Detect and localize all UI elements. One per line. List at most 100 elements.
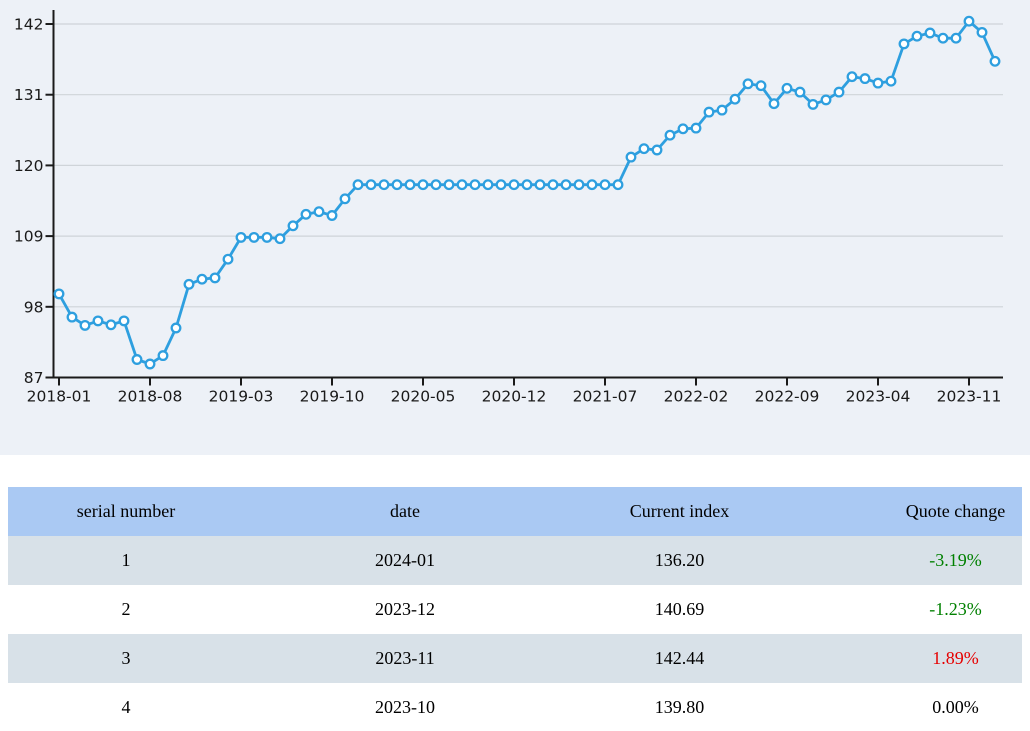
data-point-marker bbox=[560, 179, 572, 191]
serial-number-cell: 1 bbox=[121, 550, 131, 570]
data-point-marker bbox=[963, 15, 975, 27]
quote-change-cell: -3.19% bbox=[929, 550, 982, 570]
data-point-marker bbox=[768, 98, 780, 110]
data-point-marker bbox=[521, 179, 533, 191]
data-point-marker bbox=[989, 55, 1001, 67]
data-point-marker bbox=[482, 179, 494, 191]
data-point-marker bbox=[742, 78, 754, 90]
data-point-marker bbox=[456, 179, 468, 191]
data-point-marker bbox=[807, 98, 819, 110]
data-point-marker bbox=[573, 179, 585, 191]
y-tick-label: 87 bbox=[24, 369, 44, 387]
data-point-marker bbox=[196, 273, 208, 285]
data-point-marker bbox=[443, 179, 455, 191]
data-point-marker bbox=[365, 179, 377, 191]
data-point-marker bbox=[79, 319, 91, 331]
table-row: 4 2023-10 139.80 0.00% bbox=[8, 683, 1022, 731]
data-point-marker bbox=[846, 71, 858, 83]
x-tick-label: 2022-09 bbox=[755, 388, 820, 406]
data-point-marker bbox=[885, 75, 897, 87]
data-point-marker bbox=[131, 354, 143, 365]
data-point-marker bbox=[612, 179, 624, 191]
quote-change-cell: 1.89% bbox=[932, 648, 979, 668]
quote-change-cell: -1.23% bbox=[929, 599, 982, 619]
data-point-marker bbox=[755, 80, 767, 92]
date-cell: 2024-01 bbox=[375, 550, 435, 570]
current-index-cell: 140.69 bbox=[654, 599, 705, 619]
data-point-marker bbox=[677, 123, 689, 135]
index-line-chart: 87 98 109 120 131 142 2018-01 2018-08 2019-03 201… bbox=[13, 10, 1003, 406]
col-header-current-index: Current index bbox=[629, 501, 730, 521]
data-point-marker bbox=[144, 358, 156, 370]
table-row: 1 2024-01 136.20 -3.19% bbox=[8, 536, 1022, 585]
data-point-marker bbox=[599, 179, 611, 191]
x-tick-label: 2019-03 bbox=[209, 388, 274, 406]
data-point-marker bbox=[287, 220, 299, 232]
data-point-marker bbox=[157, 350, 169, 362]
y-tick-label: 109 bbox=[14, 228, 44, 246]
y-tick-label: 142 bbox=[14, 16, 44, 34]
serial-number-cell: 3 bbox=[121, 648, 131, 668]
data-point-marker bbox=[300, 208, 312, 220]
col-header-serial-number: serial number bbox=[76, 501, 176, 521]
x-tick-label: 2020-05 bbox=[391, 388, 456, 406]
serial-number-cell: 4 bbox=[121, 697, 131, 717]
data-point-marker bbox=[183, 278, 195, 290]
data-point-marker bbox=[911, 30, 923, 42]
date-cell: 2023-12 bbox=[375, 599, 435, 619]
data-point-marker bbox=[417, 179, 429, 191]
table-header-row: serial number date Current index Quote c… bbox=[8, 487, 1022, 536]
date-cell: 2023-10 bbox=[375, 697, 435, 717]
data-point-marker bbox=[495, 179, 507, 191]
data-point-marker bbox=[638, 143, 650, 155]
data-point-marker bbox=[898, 38, 910, 50]
x-tick-label: 2021-07 bbox=[573, 388, 638, 406]
data-point-marker bbox=[586, 179, 598, 191]
x-tick-label: 2018-08 bbox=[118, 388, 183, 406]
data-point-marker bbox=[703, 106, 715, 118]
data-point-marker bbox=[92, 315, 104, 327]
x-tick-label: 2020-12 bbox=[482, 388, 547, 406]
data-point-marker bbox=[235, 231, 247, 243]
data-point-marker bbox=[391, 179, 403, 191]
data-point-marker bbox=[534, 179, 546, 191]
index-history-table-section: serial number date Current index Quote c… bbox=[8, 487, 1022, 731]
data-point-marker bbox=[469, 179, 481, 191]
data-point-marker bbox=[404, 179, 416, 191]
serial-number-cell: 2 bbox=[121, 599, 131, 619]
data-point-marker bbox=[261, 231, 273, 243]
x-tick-label: 2018-01 bbox=[27, 388, 92, 406]
table-row: 3 2023-11 142.44 1.89% bbox=[8, 634, 1022, 683]
data-point-marker bbox=[222, 253, 234, 265]
data-point-marker bbox=[794, 86, 806, 98]
table-row: 2 2023-12 140.69 -1.23% bbox=[8, 585, 1022, 634]
data-point-marker bbox=[430, 179, 442, 191]
data-point-marker bbox=[118, 315, 130, 327]
data-point-marker bbox=[833, 86, 845, 98]
data-point-marker bbox=[378, 179, 390, 191]
data-point-marker bbox=[352, 179, 364, 191]
data-point-marker bbox=[209, 272, 221, 284]
x-tick-label: 2019-10 bbox=[300, 388, 365, 406]
x-tick-label: 2023-11 bbox=[937, 388, 1002, 406]
date-cell: 2023-11 bbox=[375, 648, 435, 668]
data-point-marker bbox=[105, 319, 117, 331]
data-point-marker bbox=[729, 93, 741, 105]
current-index-cell: 139.80 bbox=[654, 697, 705, 717]
data-point-marker bbox=[976, 26, 988, 38]
data-point-marker bbox=[651, 144, 663, 156]
data-point-marker bbox=[313, 206, 325, 218]
current-index-cell: 142.44 bbox=[654, 648, 705, 668]
data-point-marker bbox=[274, 233, 286, 245]
data-point-marker bbox=[781, 82, 793, 94]
data-point-marker bbox=[924, 27, 936, 39]
data-point-marker bbox=[170, 322, 182, 334]
data-point-marker bbox=[625, 151, 637, 163]
x-tick-label: 2022-02 bbox=[664, 388, 729, 406]
data-point-marker bbox=[716, 104, 728, 116]
data-point-marker bbox=[508, 179, 520, 191]
quote-change-cell: 0.00% bbox=[932, 697, 979, 717]
col-header-date: date bbox=[390, 501, 420, 521]
data-point-marker bbox=[326, 210, 338, 221]
data-point-marker bbox=[53, 288, 65, 300]
